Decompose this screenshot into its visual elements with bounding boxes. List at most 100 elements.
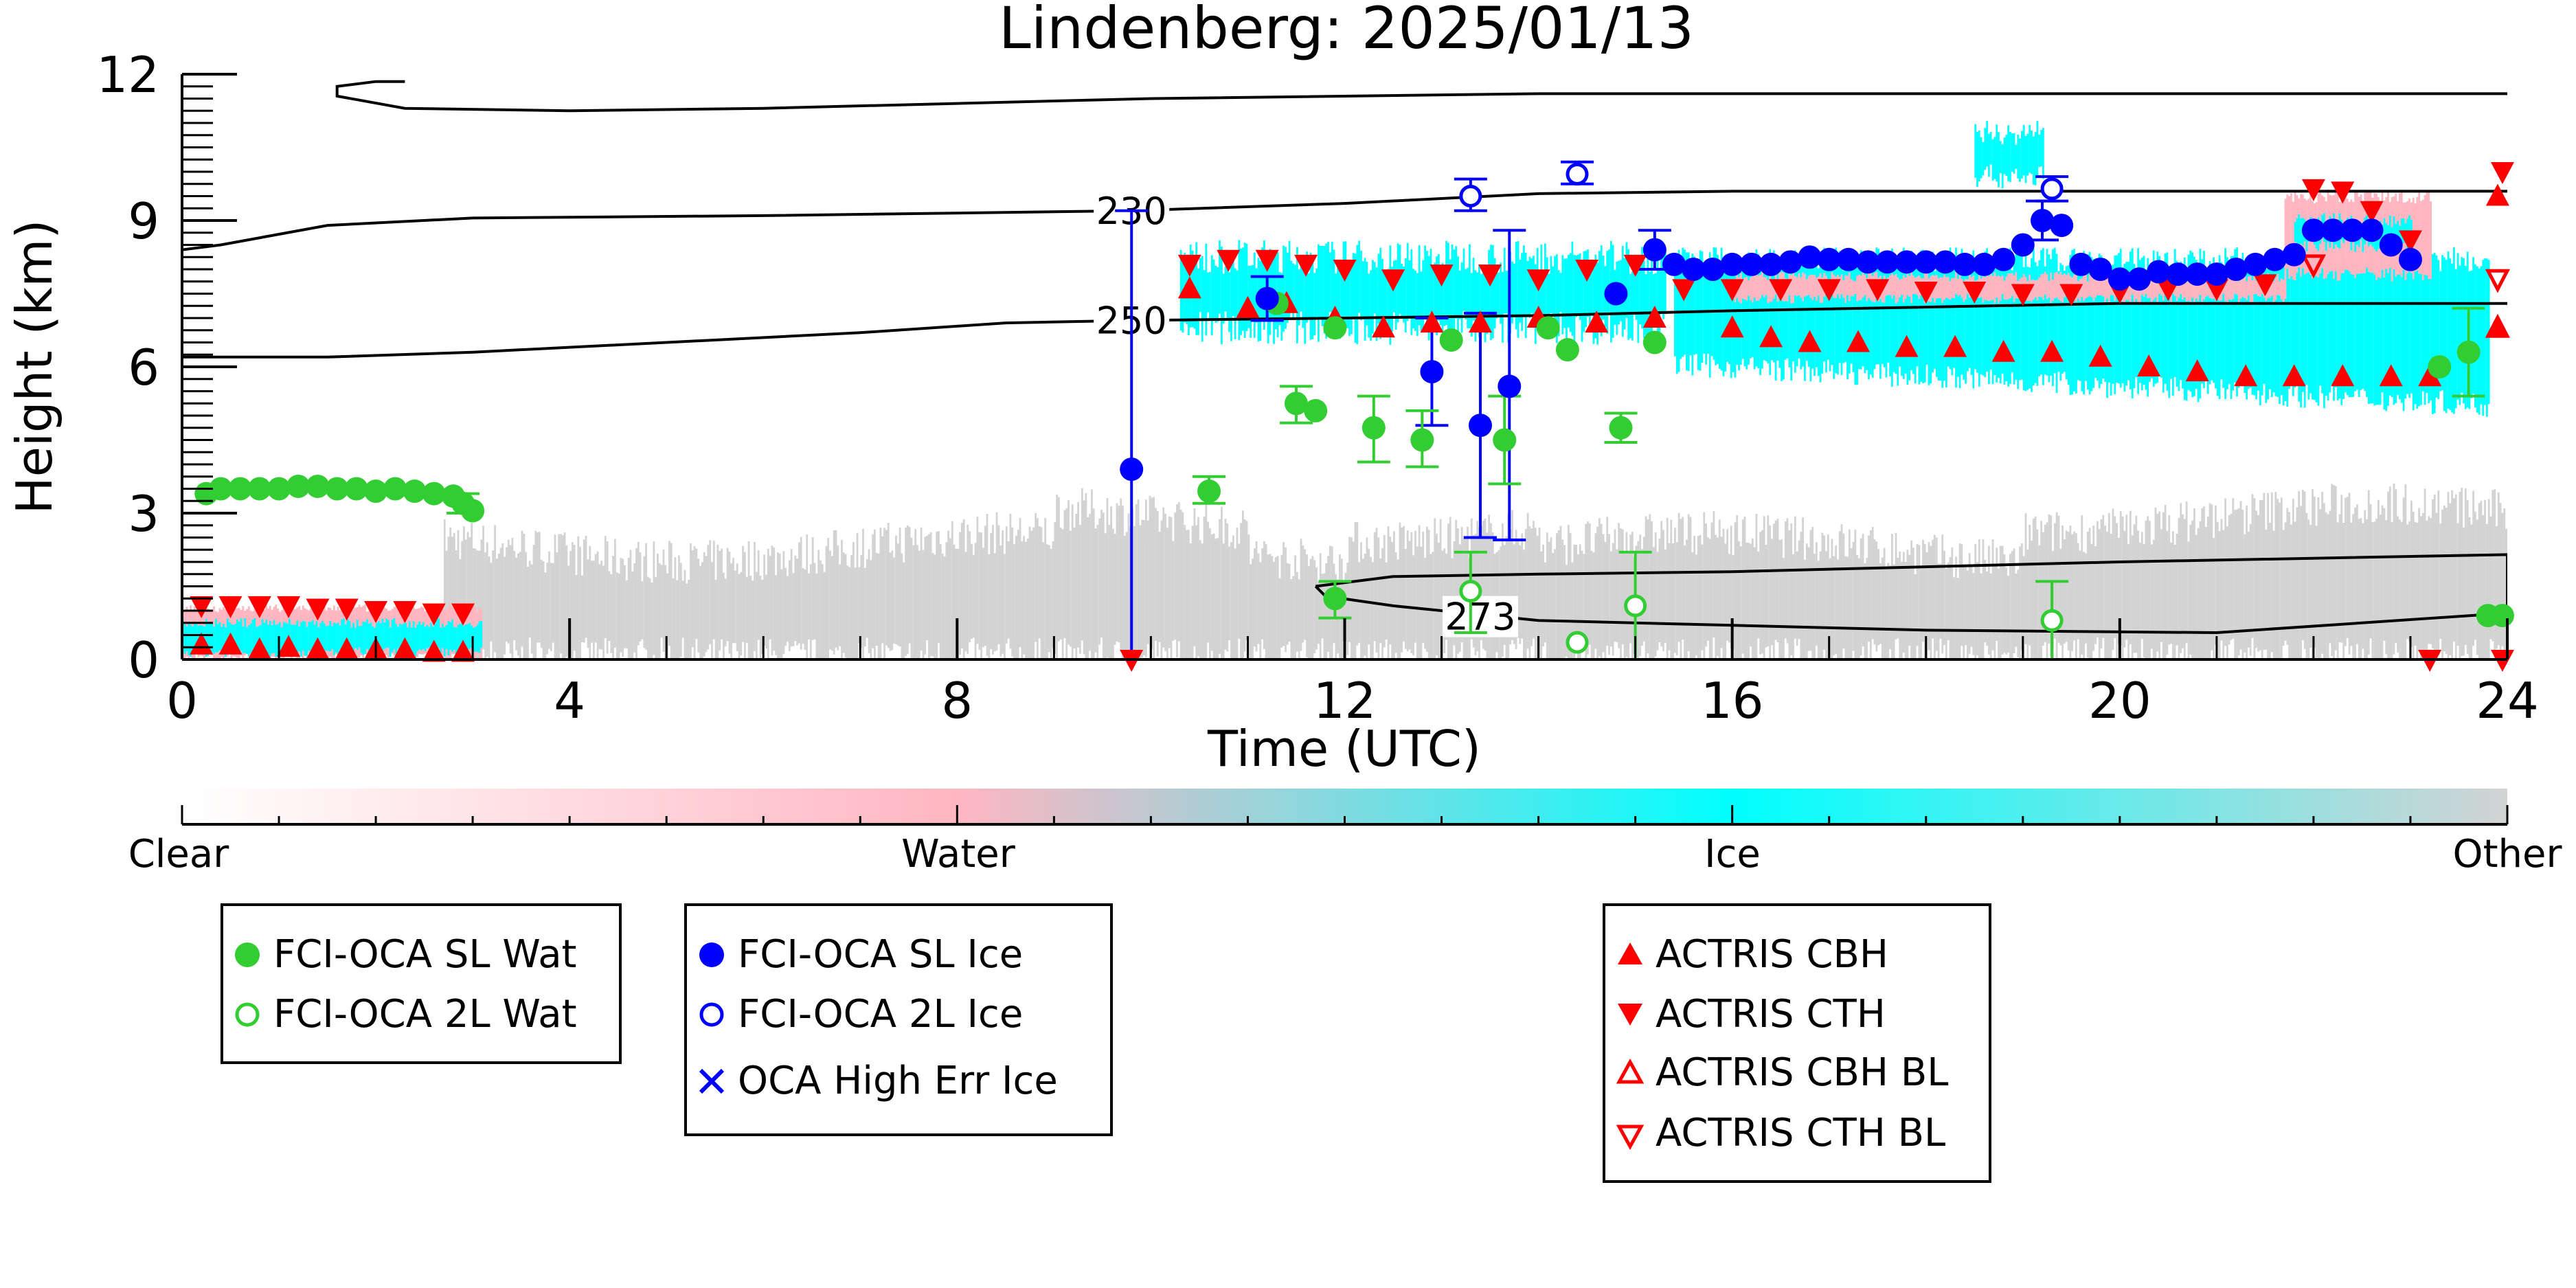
fci-oca-sl-ice-point [1798,245,1822,269]
fci-oca-sl-ice-point [1895,250,1919,274]
fci-oca-sl-wat-point [228,477,252,501]
fci-oca-sl-ice-point [2185,262,2209,286]
fci-oca-sl-wat-point [344,477,368,501]
legend-label-sl-wat: FCI-OCA SL Wat [273,932,577,977]
x-tick-labels: 0 4 8 12 16 20 24 [166,672,2539,730]
fci-oca-sl-ice-point [2340,218,2364,242]
legend-marker-sl-wat [235,942,260,967]
y-tick-label: 6 [128,339,159,396]
actris-cth-point [2398,230,2422,253]
fci-oca-sl-ice-point [1701,258,1725,281]
actris-cbh-point [451,640,475,662]
actris-cth-point [422,603,446,626]
fci-oca-sl-wat-point [247,477,271,501]
fci-oca-sl-ice-point [1604,282,1628,306]
legend-marker-sl-ice [699,942,724,967]
actris-cbh-point [1420,310,1444,333]
fci-oca-sl-wat-point [364,479,388,504]
actris-cbh-point [1720,315,1744,338]
actris-cth-point [2490,162,2514,184]
fci-oca-sl-ice-point [2108,267,2132,291]
actris-cth-point [451,603,475,626]
fci-oca-sl-ice-point [1468,414,1492,438]
actris-cth-point [1914,281,1938,304]
actris-cth-point [1672,279,1696,302]
x-tick-label: 16 [1701,672,1764,730]
legend-marker-2l-wat [235,1002,260,1027]
actris-cbh-point [1177,276,1201,299]
fci-oca-sl-ice-point [2301,218,2325,242]
legend-marker-cth [1618,1004,1642,1026]
fci-oca-sl-ice-point [1836,247,1860,271]
fci-oca-sl-ice-point [1991,247,2015,271]
x-tick-label: 24 [2476,672,2539,730]
fci-oca-sl-wat-point [1284,392,1308,416]
colorbar-label-ice: Ice [1704,832,1761,877]
actris-cth-point [1294,254,1318,277]
actris-cth-point [1623,254,1647,277]
actris-cbh-point [2185,359,2209,382]
actris-cth-point [2253,274,2277,297]
fci-oca-sl-ice-point [1720,252,1744,276]
actris-cth-point [1478,264,1502,287]
colorbar-label-water: Water [901,832,1016,877]
fci-oca-sl-wat-point [325,477,349,501]
actris-cbh-point [1943,335,1967,357]
fci-oca-sl-wat-point [306,474,330,498]
actris-cbh-point [1846,330,1871,352]
actris-cbh-point [2088,344,2112,367]
actris-cbh-point [2282,364,2306,387]
actris-cbh-point [393,637,417,659]
fci-oca-sl-ice-point [2147,260,2171,284]
actris-cbh-point [277,635,301,657]
fci-oca-sl-ice-point [1255,286,1279,310]
contour-line [335,80,2507,113]
other-field [443,483,2507,659]
fci-oca-sl-ice-point [1682,258,1706,281]
actris-cth-point [2011,284,2035,306]
fci-oca-sl-ice-point [1875,250,1899,274]
y-tick-labels: 0 3 6 9 12 [96,46,159,689]
actris-cbh-point [1468,310,1492,333]
actris-cth-point [364,601,388,623]
contour-line [182,190,2507,251]
fci-oca-2l-wat-point [2040,609,2064,632]
fci-oca-sl-wat-point [1362,416,1386,440]
fci-oca-sl-ice-point [2360,218,2384,242]
legend-marker-cth-bl [1616,1125,1645,1151]
fci-oca-sl-ice-point [1498,374,1522,398]
chart-title: Lindenberg: 2025/01/13 [999,0,1694,62]
colorbar-label-clear: Clear [128,832,229,877]
actris-cbh-point [1642,306,1667,328]
fci-oca-sl-ice-point [2088,258,2112,281]
legend-marker-2l-ice [699,1002,724,1027]
legend-label-cbh-bl: ACTRIS CBH BL [1656,1050,1948,1095]
fci-oca-2l-ice-point [2040,177,2064,201]
fci-oca-sl-wat-point [267,477,291,501]
fci-oca-sl-ice-point [2166,262,2190,286]
fci-oca-sl-ice-point [2379,233,2403,257]
actris-cbh-point [1895,335,1919,357]
y-tick-label: 12 [96,46,159,104]
legend-marker-cbh-bl [1616,1058,1645,1084]
legend-label-high-err-ice: OCA High Err Ice [738,1059,1058,1103]
actris-cth-point [2204,279,2228,302]
fci-oca-sl-ice-point [2011,233,2035,257]
actris-cth-point [2331,181,2355,204]
fci-oca-sl-ice-point [1759,252,1783,276]
legend-label-2l-ice: FCI-OCA 2L Ice [738,992,1023,1037]
y-tick-label: 3 [128,485,159,543]
actris-cth-point [1217,249,1241,272]
actris-cth-point [277,596,301,618]
fci-oca-sl-wat-point [461,499,485,523]
fci-oca-sl-wat-point [1609,416,1633,440]
fci-oca-sl-ice-point [2224,258,2248,281]
legend-label-cth: ACTRIS CTH [1656,992,1886,1037]
actris-cth-point [1177,254,1201,277]
legend-label-sl-ice: FCI-OCA SL Ice [738,932,1023,977]
ice-patch-high [1974,121,2044,189]
fci-oca-sl-wat-point [286,474,310,498]
actris-cth-point [306,598,330,621]
actris-cth-bl-point [2485,269,2511,293]
